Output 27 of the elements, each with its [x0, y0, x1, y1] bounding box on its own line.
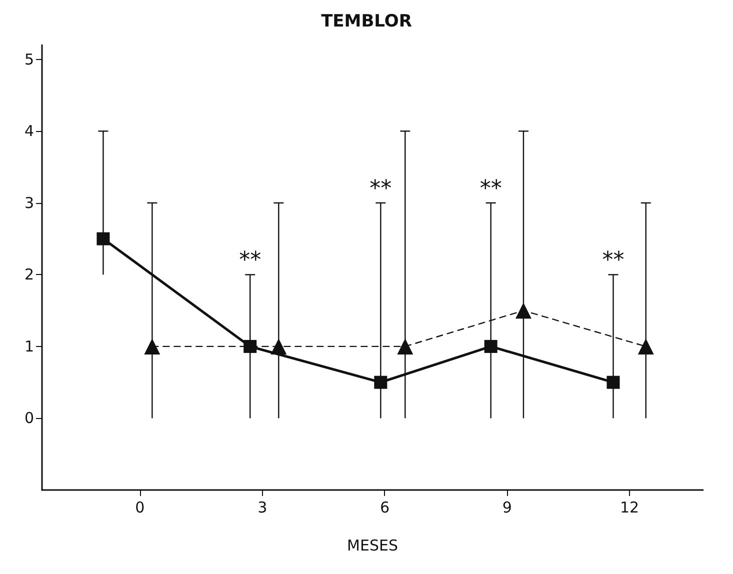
point — [484, 340, 498, 353]
y-tick-label: 4 — [24, 122, 34, 140]
y-tick-label: 1 — [24, 337, 34, 356]
point — [374, 376, 388, 389]
y-tick-label: 3 — [24, 194, 34, 212]
point — [606, 376, 620, 389]
point — [270, 338, 287, 354]
y-tick-label: 2 — [24, 266, 34, 284]
annotation: ** — [480, 176, 502, 202]
x-tick-label: 6 — [380, 498, 390, 516]
point — [638, 338, 654, 354]
x-tick-label: 9 — [502, 498, 512, 516]
point — [515, 302, 532, 319]
point — [96, 232, 110, 246]
x-tick-label: 0 — [135, 498, 145, 516]
y-tick-label: 5 — [24, 50, 34, 68]
chart-title: TEMBLOR — [321, 12, 412, 32]
annotation: ** — [602, 248, 624, 274]
annotation: ** — [239, 248, 262, 274]
annotation: ** — [370, 176, 392, 202]
point — [397, 338, 414, 354]
point — [144, 338, 160, 354]
x-tick-label: 3 — [258, 498, 268, 516]
x-tick-label: 12 — [620, 498, 640, 516]
point — [244, 340, 257, 353]
y-tick-label: 0 — [24, 409, 34, 428]
x-axis-title: MESES — [347, 536, 398, 554]
